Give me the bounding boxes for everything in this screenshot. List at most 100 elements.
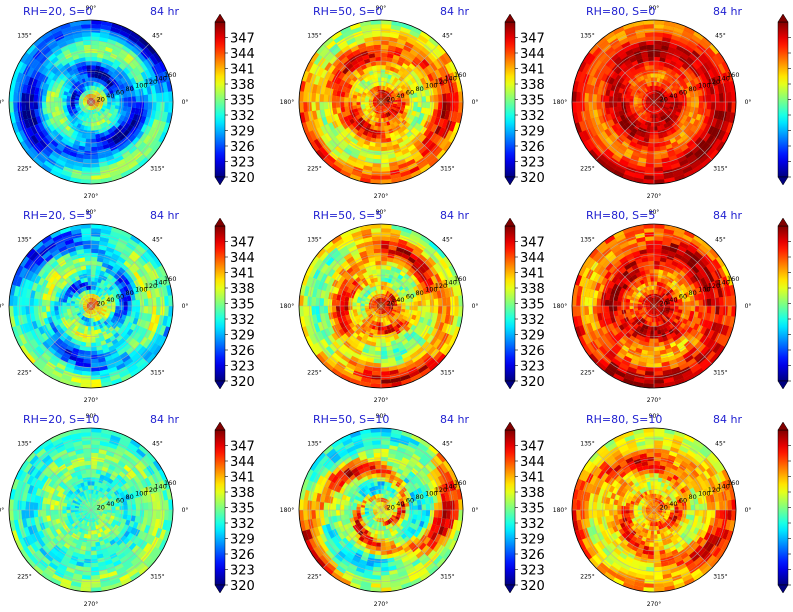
heatmap-cell <box>635 130 642 137</box>
heatmap-cell <box>114 309 120 314</box>
heatmap-cell <box>54 97 59 102</box>
heatmap-cell <box>105 318 111 324</box>
heatmap-cell <box>383 281 388 287</box>
heatmap-cell <box>345 331 352 338</box>
heatmap-cell <box>392 105 397 109</box>
heatmap-cell <box>613 91 619 98</box>
heatmap-cell <box>639 45 647 51</box>
heatmap-cell <box>731 102 736 113</box>
heatmap-cell <box>396 119 402 125</box>
heatmap-cell <box>646 158 654 164</box>
heatmap-cell <box>142 87 148 95</box>
heatmap-cell <box>108 345 116 352</box>
heatmap-cell <box>50 139 59 148</box>
heatmap-cell <box>654 98 656 102</box>
heatmap-cell <box>359 87 365 92</box>
heatmap-cell <box>75 95 80 99</box>
heatmap-cell <box>130 119 137 127</box>
heatmap-cell <box>82 36 91 41</box>
heatmap-cell <box>74 316 80 321</box>
colorbar-tick-label: 344 <box>230 47 255 62</box>
heatmap-cell <box>362 312 367 317</box>
heatmap-cell <box>377 326 381 331</box>
heatmap-cell <box>85 56 91 62</box>
heatmap-cell <box>61 170 72 178</box>
heatmap-cell <box>652 98 654 102</box>
radial-tick-label: 160 <box>454 71 466 79</box>
heatmap-cell <box>63 338 71 346</box>
heatmap-cell <box>105 134 112 140</box>
heatmap-cell <box>328 326 335 335</box>
heatmap-cell <box>91 126 95 131</box>
heatmap-cell <box>727 91 732 102</box>
heatmap-cell <box>437 321 445 332</box>
heatmap-cell <box>673 26 684 34</box>
heatmap-cell <box>636 32 646 39</box>
heatmap-cell <box>381 20 392 25</box>
heatmap-cell <box>110 308 116 313</box>
heatmap-cell <box>381 36 390 41</box>
heatmap-cell <box>33 36 44 47</box>
heatmap-cell <box>401 253 410 260</box>
heatmap-cell <box>656 95 660 100</box>
heatmap-cell <box>86 298 90 303</box>
heatmap-cell <box>63 312 69 317</box>
heatmap-cell <box>636 89 641 94</box>
heatmap-cell <box>373 97 378 100</box>
heatmap-cell <box>325 115 332 124</box>
heatmap-cell <box>722 121 730 132</box>
heatmap-cell <box>662 165 672 172</box>
heatmap-cell <box>91 118 94 123</box>
heatmap-cell <box>120 281 127 288</box>
heatmap-cell <box>665 95 670 99</box>
heatmap-cell <box>56 241 66 250</box>
heatmap-cell <box>34 62 43 72</box>
heatmap-cell <box>91 269 96 274</box>
heatmap-cell <box>338 72 346 80</box>
heatmap-cell <box>327 268 336 278</box>
heatmap-cell <box>331 95 337 102</box>
heatmap-cell <box>323 102 329 110</box>
heatmap-cell <box>69 291 75 296</box>
heatmap-cell <box>364 103 370 107</box>
heatmap-cell <box>345 314 351 321</box>
heatmap-cell <box>154 267 163 278</box>
heatmap-cell <box>130 46 141 56</box>
heatmap-cell <box>83 103 88 107</box>
heatmap-cell <box>412 129 420 137</box>
heatmap-cell <box>386 282 391 288</box>
heatmap-cell <box>91 338 96 343</box>
heatmap-cell <box>374 86 378 91</box>
heatmap-cell <box>332 293 338 301</box>
radial-tick-label: 140 <box>444 74 456 82</box>
heatmap-cell <box>369 110 374 115</box>
heatmap-cell <box>42 262 51 272</box>
heatmap-cell <box>442 52 452 64</box>
heatmap-cell <box>402 315 408 321</box>
heatmap-cell <box>84 350 91 356</box>
heatmap-cell <box>358 70 365 76</box>
heatmap-cell <box>319 102 325 110</box>
heatmap-cell <box>70 96 76 100</box>
heatmap-cell <box>401 102 406 106</box>
heatmap-cell <box>365 106 371 111</box>
heatmap-cell <box>86 105 90 110</box>
angle-tick-label: 315° <box>150 165 164 172</box>
heatmap-cell <box>433 94 439 102</box>
heatmap-cell <box>381 322 384 327</box>
heatmap-cell <box>623 45 632 53</box>
heatmap-cell <box>654 61 660 66</box>
heatmap-cell <box>617 102 622 107</box>
heatmap-cell <box>95 265 102 271</box>
heatmap-cell <box>346 158 356 167</box>
heatmap-cell <box>346 318 353 325</box>
heatmap-cell <box>649 85 653 91</box>
radial-tick-label: 140 <box>717 74 729 82</box>
heatmap-cell <box>103 286 109 292</box>
heatmap-cell <box>131 58 140 68</box>
heatmap-cell <box>338 154 349 163</box>
heatmap-cell <box>412 271 420 279</box>
heatmap-cell <box>317 321 325 332</box>
heatmap-cell <box>416 276 424 284</box>
